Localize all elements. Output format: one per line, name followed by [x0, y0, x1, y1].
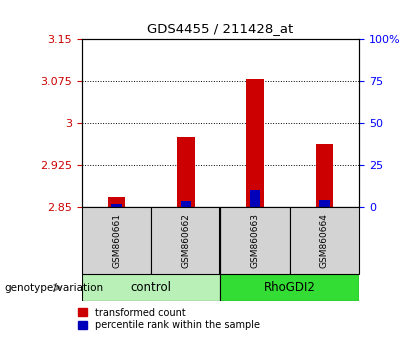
Bar [220, 274, 359, 301]
Text: GSM860664: GSM860664 [320, 213, 329, 268]
Bar [181, 201, 191, 207]
Bar [108, 197, 125, 207]
Bar [220, 207, 290, 274]
Bar [151, 207, 220, 274]
Bar [319, 200, 330, 207]
Text: control: control [131, 281, 172, 294]
Text: GSM860662: GSM860662 [181, 213, 190, 268]
Text: GSM860661: GSM860661 [112, 213, 121, 268]
Bar [82, 274, 220, 301]
Bar [82, 207, 151, 274]
Bar [250, 190, 260, 207]
Bar [316, 144, 333, 207]
Text: RhoGDI2: RhoGDI2 [264, 281, 316, 294]
Bar [290, 207, 359, 274]
Text: genotype/variation: genotype/variation [4, 282, 103, 293]
Legend: transformed count, percentile rank within the sample: transformed count, percentile rank withi… [79, 308, 260, 330]
Bar [247, 79, 264, 207]
Text: GSM860663: GSM860663 [251, 213, 260, 268]
Title: GDS4455 / 211428_at: GDS4455 / 211428_at [147, 22, 294, 35]
Bar [111, 204, 122, 207]
Bar [177, 137, 194, 207]
